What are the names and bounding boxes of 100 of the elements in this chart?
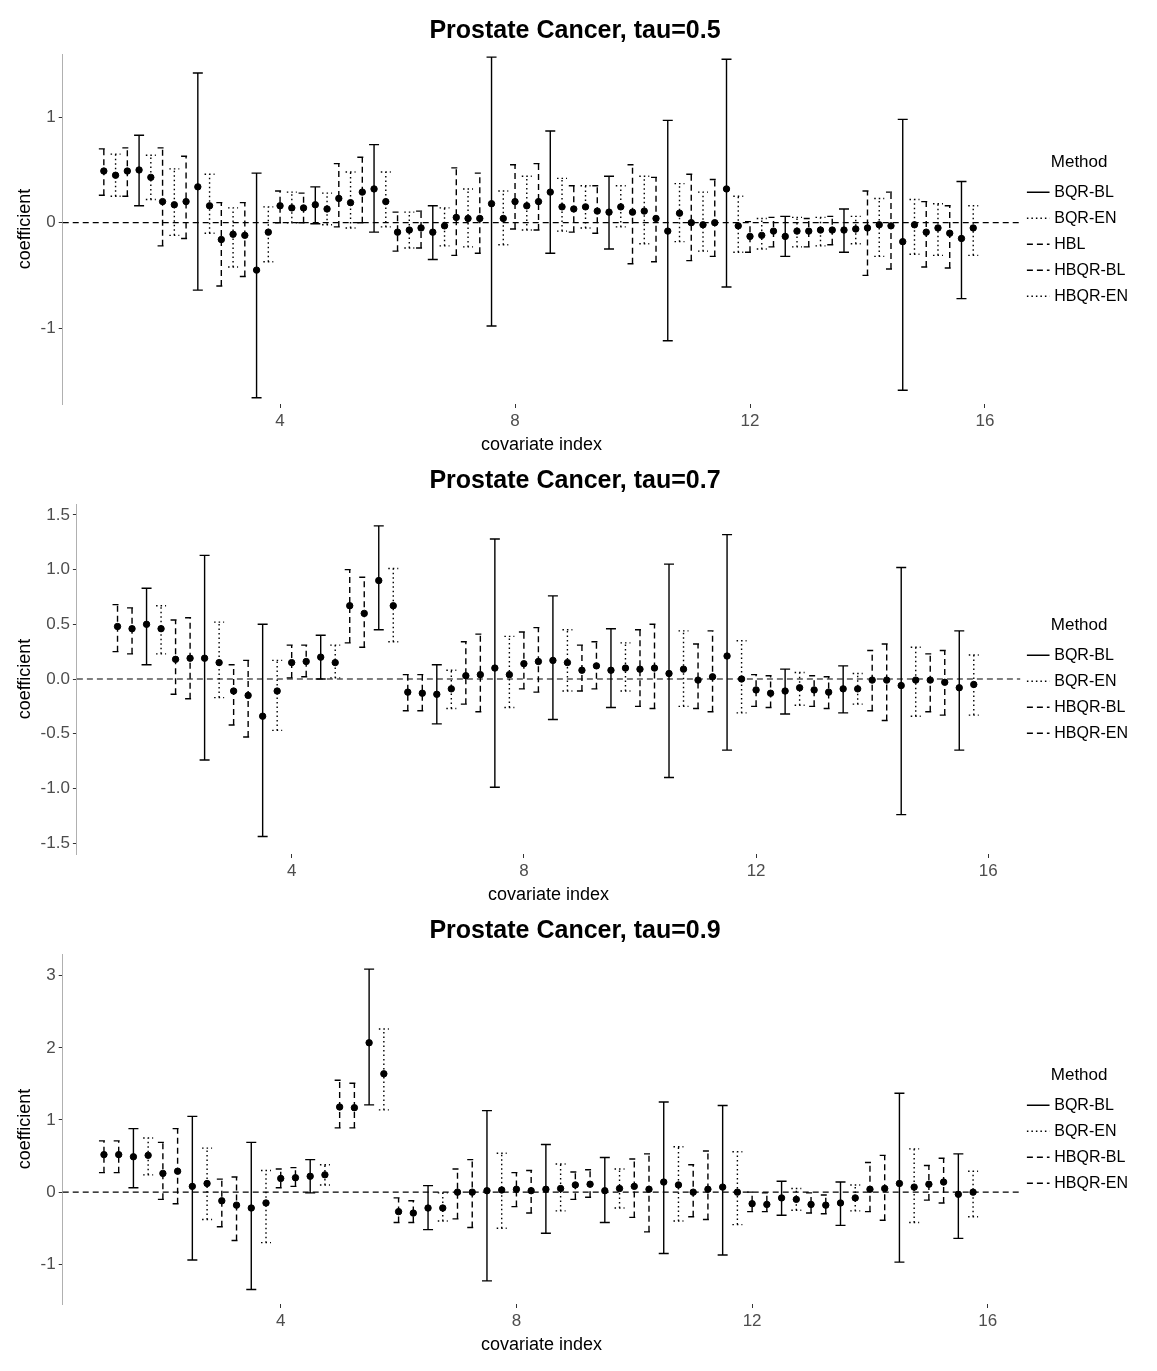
point	[699, 221, 707, 229]
point	[970, 680, 978, 689]
point	[586, 1180, 594, 1188]
point	[203, 1179, 211, 1188]
point	[733, 1188, 742, 1196]
point	[277, 1174, 285, 1183]
point	[650, 664, 659, 672]
point	[447, 685, 456, 693]
point	[805, 227, 813, 235]
y-tick-label: 0	[46, 212, 56, 232]
point	[558, 203, 566, 211]
y-tick-label: -1	[40, 1254, 56, 1273]
point	[912, 676, 920, 684]
point	[615, 1184, 624, 1193]
point	[839, 685, 847, 693]
point	[476, 670, 485, 679]
point	[158, 197, 167, 206]
point	[389, 602, 397, 610]
point	[331, 658, 339, 667]
point	[114, 1150, 123, 1159]
point	[748, 1199, 756, 1208]
point	[605, 208, 613, 216]
point	[852, 225, 860, 233]
point	[468, 1188, 476, 1196]
point	[317, 653, 325, 661]
x-axis-title: covariate index	[480, 434, 603, 455]
point	[323, 205, 331, 213]
point	[497, 1186, 506, 1194]
point	[217, 235, 226, 244]
point	[675, 209, 684, 217]
point	[723, 652, 731, 660]
point	[578, 666, 586, 674]
point	[276, 202, 284, 210]
point	[147, 173, 155, 182]
point	[758, 231, 766, 240]
point	[129, 1153, 138, 1161]
point	[570, 205, 578, 213]
point	[382, 197, 390, 206]
legend-label: BQR-EN	[1054, 208, 1117, 226]
y-tick-label: 0.0	[46, 668, 70, 688]
point	[895, 1179, 904, 1188]
point	[287, 658, 296, 667]
point	[883, 676, 891, 684]
point	[182, 197, 190, 206]
point	[687, 218, 695, 227]
x-tick-label: 8	[519, 860, 529, 880]
point	[365, 1039, 373, 1047]
point	[781, 232, 789, 241]
point	[795, 684, 804, 692]
point	[946, 229, 954, 237]
y-tick-label: 1	[46, 106, 56, 126]
point	[628, 208, 637, 216]
point	[934, 224, 942, 232]
point	[405, 226, 413, 234]
legend-label: HBQR-EN	[1054, 286, 1128, 304]
point	[335, 1103, 344, 1111]
point	[863, 224, 872, 232]
point	[941, 678, 949, 686]
point	[674, 1181, 683, 1189]
point	[171, 655, 180, 664]
x-tick-label: 4	[286, 860, 297, 880]
y-tick-label: -1.5	[40, 832, 70, 852]
point	[302, 657, 310, 666]
point	[969, 1188, 977, 1196]
point	[922, 228, 930, 236]
point	[157, 624, 165, 633]
point	[409, 1209, 418, 1217]
point	[188, 1182, 197, 1191]
point	[939, 1178, 948, 1186]
point	[527, 1187, 535, 1195]
point	[229, 687, 238, 695]
point	[899, 237, 907, 246]
point	[170, 201, 179, 209]
point	[511, 197, 519, 206]
point	[617, 203, 625, 211]
y-tick-label: 1	[46, 1109, 56, 1129]
legend-label: HBQR-BL	[1054, 260, 1126, 278]
point	[273, 687, 281, 695]
chart-title: Prostate Cancer, tau=0.7	[429, 464, 721, 493]
point	[394, 1207, 403, 1216]
point	[571, 1181, 580, 1189]
point	[711, 218, 719, 227]
point	[311, 201, 320, 209]
point	[689, 1188, 697, 1196]
y-tick-label: -1.0	[40, 778, 70, 798]
point	[766, 689, 775, 697]
point	[173, 1167, 182, 1175]
point	[159, 1169, 167, 1178]
point	[194, 183, 202, 191]
point	[563, 658, 572, 667]
point	[897, 681, 905, 690]
legend-label: HBL	[1054, 234, 1086, 252]
x-tick-label: 12	[746, 860, 766, 880]
point	[288, 204, 296, 212]
point	[660, 1178, 668, 1186]
point	[763, 1200, 771, 1209]
y-tick-label: 1.5	[46, 504, 70, 524]
x-tick-label: 4	[276, 1310, 286, 1330]
legend-label: BQR-BL	[1054, 182, 1114, 200]
point	[926, 676, 934, 684]
